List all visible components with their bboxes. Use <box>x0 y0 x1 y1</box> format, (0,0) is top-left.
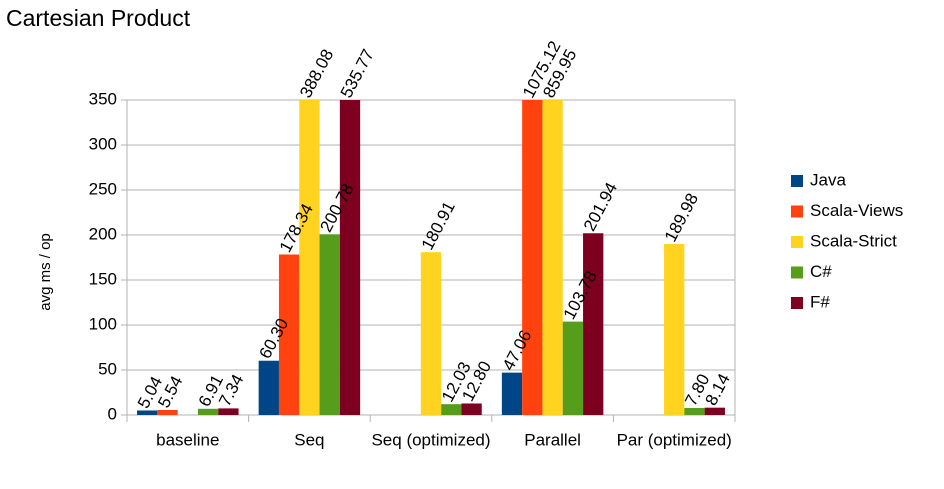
bar <box>684 407 705 415</box>
bar <box>461 403 482 415</box>
value-label: 535.77 <box>337 46 378 101</box>
bar <box>299 100 320 415</box>
bar <box>339 100 361 415</box>
bar <box>137 410 158 415</box>
y-tick-label: 150 <box>89 269 117 288</box>
bar <box>664 244 685 415</box>
bar <box>704 407 725 415</box>
y-axis-label: avg ms / op <box>37 233 54 311</box>
legend-label: Scala-Strict <box>810 231 897 250</box>
y-tick-label: 300 <box>89 134 117 153</box>
legend-swatch <box>791 236 803 248</box>
legend-swatch <box>791 266 803 279</box>
bar <box>501 372 523 415</box>
bar <box>157 410 178 415</box>
legend-swatch <box>791 175 803 187</box>
bar <box>542 100 563 415</box>
y-tick-label: 250 <box>89 179 117 198</box>
legend-label: Java <box>810 170 846 189</box>
legend-swatch <box>791 205 803 218</box>
legend-label: C# <box>810 262 832 281</box>
bar <box>441 404 462 415</box>
legend-swatch <box>791 297 803 309</box>
y-tick-label: 200 <box>89 224 117 243</box>
legend-label: F# <box>810 292 830 311</box>
bar <box>197 408 219 415</box>
y-tick-label: 50 <box>98 359 117 378</box>
value-label: 189.98 <box>661 190 702 245</box>
bar <box>583 233 604 415</box>
bar <box>562 321 584 415</box>
bar <box>218 408 239 415</box>
bar <box>420 252 442 415</box>
x-tick-label: baseline <box>156 430 219 449</box>
legend-label: Scala-Views <box>810 201 903 220</box>
bar <box>258 360 279 415</box>
value-label: 388.08 <box>296 46 337 101</box>
y-tick-label: 0 <box>108 404 117 423</box>
x-tick-label: Seq (optimized) <box>371 430 490 449</box>
value-label: 180.91 <box>418 198 459 253</box>
y-tick-label: 350 <box>89 89 117 108</box>
value-label: 201.94 <box>580 179 621 234</box>
bar <box>522 100 543 415</box>
x-tick-label: Par (optimized) <box>617 430 732 449</box>
bar <box>319 234 340 415</box>
bar <box>278 254 300 415</box>
x-tick-label: Seq <box>294 430 324 449</box>
y-tick-label: 100 <box>89 314 117 333</box>
chart-title: Cartesian Product <box>6 5 191 31</box>
bars <box>137 100 725 415</box>
x-tick-label: Parallel <box>524 430 581 449</box>
